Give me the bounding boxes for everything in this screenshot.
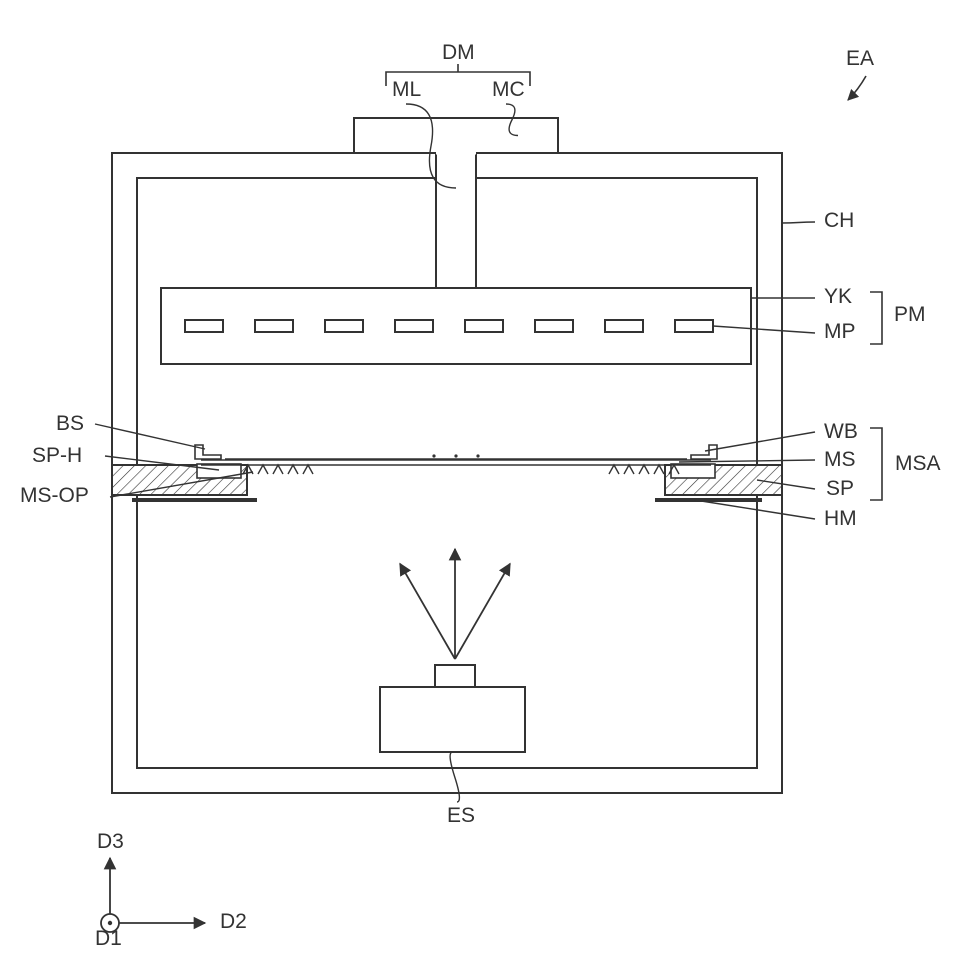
label-SP: SP bbox=[826, 477, 854, 500]
label-CH: CH bbox=[824, 209, 854, 232]
label-MS_OP: MS-OP bbox=[20, 484, 89, 507]
label-MP: MP bbox=[824, 320, 856, 343]
label-ML: ML bbox=[392, 78, 421, 101]
label-D2: D2 bbox=[220, 910, 247, 933]
label-SP_H: SP-H bbox=[32, 444, 82, 467]
diagram-svg: EA DM ML MC CH YK MP PM BS SP-H MS-OP WB MS SP MSA HM ES… bbox=[0, 0, 968, 975]
label-D3: D3 bbox=[97, 830, 124, 853]
label-ES: ES bbox=[447, 804, 475, 827]
label-MS: MS bbox=[824, 448, 856, 471]
label-PM: PM bbox=[894, 303, 926, 326]
label-WB: WB bbox=[824, 420, 858, 443]
label-YK: YK bbox=[824, 285, 852, 308]
label-EA: EA bbox=[846, 47, 874, 70]
label-DM: DM bbox=[442, 41, 475, 64]
label-MC: MC bbox=[492, 78, 525, 101]
label-MSA: MSA bbox=[895, 452, 941, 475]
label-D1: D1 bbox=[95, 927, 122, 950]
label-HM: HM bbox=[824, 507, 857, 530]
label-BS: BS bbox=[56, 412, 84, 435]
